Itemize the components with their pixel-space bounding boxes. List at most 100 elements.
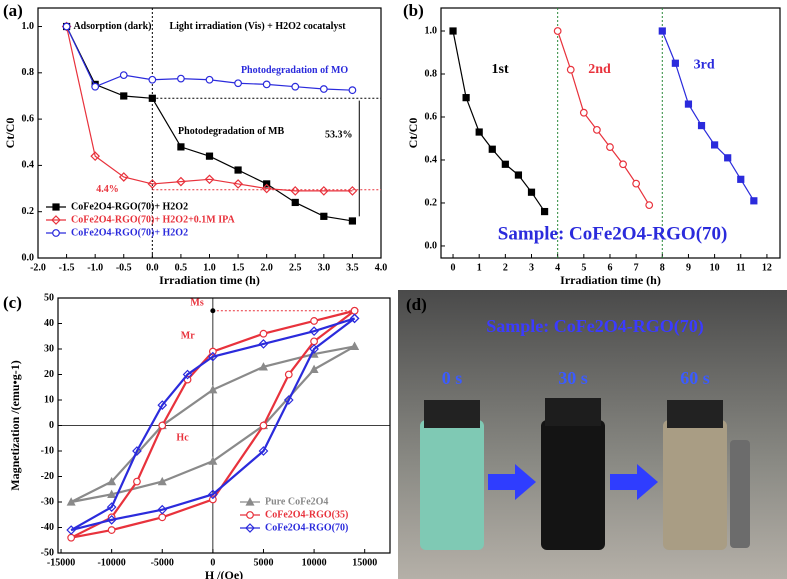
marker: [182, 369, 193, 380]
marker: [606, 143, 614, 151]
x-tick-label: 2.5: [289, 262, 302, 273]
marker: [658, 27, 666, 35]
marker: [671, 59, 679, 67]
marker: [347, 186, 358, 196]
marker: [208, 347, 217, 356]
series-label: 3rd: [694, 58, 715, 73]
marker: [684, 100, 693, 108]
marker: [245, 497, 255, 506]
legend-label: Pure CoFe2O4: [265, 496, 328, 507]
marker: [258, 339, 269, 349]
marker: [66, 525, 77, 535]
marker: [310, 317, 318, 325]
annotation: Sample: CoFe2O4-RGO(70): [498, 224, 728, 245]
y-tick-label: 20: [44, 369, 54, 380]
marker: [205, 152, 214, 160]
marker: [176, 176, 186, 187]
time-label: 0 s: [442, 368, 463, 388]
marker: [592, 125, 601, 134]
x-tick-label: 2: [503, 262, 508, 273]
marker: [158, 421, 167, 430]
time-label: 60 s: [680, 368, 710, 388]
x-tick-label: 4.0: [375, 262, 388, 273]
marker: [67, 533, 76, 542]
y-tick-label: 50: [44, 292, 54, 303]
x-tick-label: -10000: [97, 557, 125, 568]
x-tick-label: 3.5: [346, 262, 359, 273]
marker: [283, 395, 294, 405]
annotation: Light irradiation (Vis) + H2O2 cocatalys…: [169, 21, 346, 32]
marker: [540, 207, 549, 216]
legend-label: CoFe2O4-RGO(70)+ H2O2: [71, 227, 188, 238]
x-tick-label: 1: [477, 262, 482, 273]
annotation: 53.3%: [325, 130, 353, 141]
legend-label: CoFe2O4-RGO(70): [265, 522, 348, 533]
annotation: Mr: [181, 331, 195, 342]
marker: [258, 362, 268, 371]
marker: [619, 160, 627, 169]
marker: [309, 344, 319, 354]
marker: [462, 94, 470, 102]
y-axis-label: Ct/C0: [3, 118, 17, 149]
annotation: Adsorption (dark): [73, 21, 151, 32]
y-tick-label: 0.6: [425, 111, 438, 122]
bottle-cap: [424, 400, 480, 428]
marker: [147, 179, 158, 189]
y-tick-label: -50: [41, 547, 54, 558]
annotation: Photodegradation of MO: [241, 65, 348, 76]
marker: [310, 337, 318, 346]
annotation: Hc: [176, 433, 189, 444]
y-axis-label: Ct/C0: [406, 118, 420, 149]
marker: [259, 329, 268, 338]
marker: [157, 400, 168, 410]
marker: [291, 82, 300, 91]
marker: [501, 160, 509, 168]
y-axis-label: Magnetization /(emu•g-1): [8, 360, 22, 491]
photo-panel: (d) Sample: CoFe2O4-RGO(70) 0 s 30 s 60 …: [398, 290, 787, 579]
series-line: [661, 30, 755, 202]
sample-label: Sample: CoFe2O4-RGO(70): [486, 316, 703, 337]
x-axis-label: H /(Oe): [205, 568, 243, 579]
bottle-body: [420, 420, 484, 550]
marker: [107, 526, 116, 534]
series-label: 1st: [492, 62, 509, 77]
bottle-cap: [545, 398, 601, 426]
x-tick-label: 15000: [352, 557, 377, 568]
arrow: [488, 464, 536, 500]
marker: [62, 22, 71, 31]
marker: [208, 489, 218, 500]
marker: [107, 476, 117, 486]
marker: [157, 476, 167, 486]
x-tick-label: -1.0: [87, 262, 103, 273]
y-tick-label: 1.0: [22, 21, 35, 32]
marker: [106, 515, 117, 525]
marker: [259, 421, 268, 430]
marker: [348, 86, 357, 95]
x-tick-label: -15000: [47, 557, 75, 568]
marker: [157, 504, 168, 515]
marker: [475, 128, 483, 136]
marker: [90, 151, 101, 161]
marker: [158, 513, 167, 522]
x-tick-label: -5000: [151, 557, 174, 568]
x-tick-label: 6: [607, 262, 612, 273]
marker: [106, 502, 117, 512]
y-tick-label: 0.4: [425, 154, 438, 165]
marker: [208, 385, 218, 394]
marker: [579, 108, 588, 117]
panel-label: (c): [3, 293, 22, 312]
series-line: [452, 30, 546, 212]
x-tick-label: 4: [555, 262, 560, 273]
panel-label: (a): [3, 1, 23, 20]
marker: [261, 183, 272, 194]
x-tick-label: 0: [210, 557, 215, 568]
x-tick-label: 2.0: [260, 262, 273, 273]
marker: [319, 85, 328, 93]
marker: [566, 65, 575, 74]
x-tick-label: 10000: [302, 557, 327, 568]
marker: [488, 145, 496, 153]
annotation: 4.4%: [96, 184, 119, 195]
x-tick-label: 12: [762, 262, 772, 273]
